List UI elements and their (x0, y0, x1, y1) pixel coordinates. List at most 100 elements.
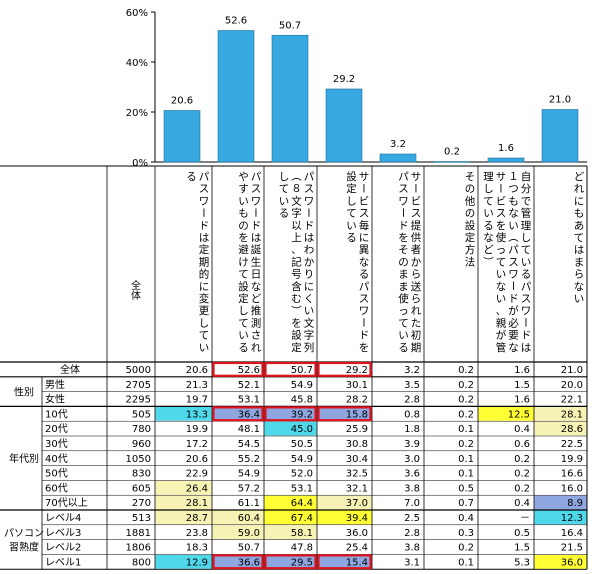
cell-value: 61.1 (238, 498, 260, 509)
cell-value: 5.3 (514, 557, 530, 568)
row-label: 70代以上 (45, 497, 88, 509)
category-header-char: も (508, 195, 519, 207)
category-header-char: ど (251, 293, 262, 305)
category-header-char: パ (521, 281, 532, 293)
category-header-char: な (251, 281, 262, 293)
category-header-char: ス (199, 183, 210, 195)
category-header-char: 、 (496, 305, 507, 317)
cell-value: 0.7 (458, 498, 474, 509)
category-header-char: １ (508, 171, 519, 183)
cell-value: 19.9 (561, 454, 583, 465)
cell-value: 36.4 (238, 409, 260, 420)
category-header-char: ス (304, 183, 315, 195)
cell-value: 0.2 (458, 439, 474, 450)
cell-value: 0.2 (514, 469, 530, 480)
cell-value: 20.6 (186, 454, 208, 465)
category-header-char: 設 (465, 219, 476, 232)
category-header-char: い (483, 208, 494, 220)
highlight-box (212, 361, 264, 377)
category-header-char: で (521, 195, 532, 207)
category-header-char: に (199, 281, 210, 293)
category-header-char: は (304, 232, 315, 244)
row-label: 10代 (45, 408, 68, 420)
category-header-char: ８ (291, 183, 302, 195)
category-header-char: 管 (496, 341, 507, 354)
cell-highlight (534, 495, 587, 510)
group-label-line: 年代別 (9, 452, 39, 465)
category-header-char: 設 (291, 329, 302, 342)
category-header-char: る (521, 269, 532, 281)
bar (541, 109, 579, 163)
category-header-char: 生 (251, 255, 262, 268)
category-header-char: ド (304, 220, 315, 232)
category-header-char: 親 (496, 316, 507, 329)
row-n: 605 (132, 483, 151, 494)
category-header-char: 要 (508, 330, 519, 342)
cell-value: 19.7 (186, 395, 208, 406)
highlight-box (264, 361, 317, 377)
cell-value: 59.0 (238, 528, 260, 539)
cell-value: 3.0 (404, 454, 420, 465)
category-header-char: し (279, 171, 290, 183)
category-header-char: 期 (199, 256, 210, 268)
cell-highlight (534, 510, 587, 525)
category-header-char: し (346, 195, 357, 207)
category-header-char: い (279, 195, 290, 207)
category-header-char: パ (251, 171, 262, 183)
cell-value: 0.2 (458, 380, 474, 391)
category-header-char: 日 (251, 269, 262, 281)
y-tick-label: 0% (132, 158, 148, 169)
cell-highlight (212, 406, 264, 421)
y-tick-label: 40% (126, 58, 148, 69)
category-header-char: 定 (238, 292, 249, 305)
group-label-line: パソコン (4, 528, 44, 540)
category-header-char: む (291, 293, 302, 305)
category-header-char: の (238, 220, 249, 232)
cell-value: 0.1 (458, 469, 474, 480)
cell-value: 30.4 (346, 454, 368, 465)
cell-value: 26.4 (186, 483, 208, 494)
bar-value-label: 52.6 (225, 16, 247, 27)
category-header-char: 更 (199, 305, 210, 317)
category-header-char: ス (251, 183, 262, 195)
category-header-char: な (508, 342, 519, 354)
category-header-char: 測 (251, 316, 262, 329)
bar (325, 88, 363, 163)
category-header-char: さ (251, 330, 262, 342)
cell-highlight (155, 510, 212, 525)
cell-value: 36.6 (238, 557, 260, 568)
category-header-char: 避 (238, 243, 249, 256)
category-header-char: サ (496, 171, 507, 183)
highlight-box (264, 554, 317, 570)
cell-value: 54.5 (238, 439, 260, 450)
category-header-char: い (346, 220, 357, 232)
cell-value: 1.6 (514, 395, 530, 406)
category-header-char: し (238, 305, 249, 317)
category-header-char: は (251, 232, 262, 244)
cell-value: 2.5 (404, 513, 420, 524)
category-header-char: 定 (346, 182, 357, 195)
category-header-char: に (574, 195, 585, 207)
row-label: 全体 (60, 363, 80, 376)
row-label: 50代 (45, 468, 68, 480)
category-header-char: 理 (483, 171, 494, 183)
cell-value: 67.4 (291, 513, 313, 524)
row-n: 1806 (126, 543, 151, 554)
cell-value: 53.1 (238, 395, 260, 406)
category-header-char: い (508, 220, 519, 232)
category-header-char: 含 (291, 280, 302, 293)
category-header-char: わ (304, 244, 315, 256)
category-header-char: を (359, 342, 370, 354)
cell-value: 15.8 (346, 409, 368, 420)
category-header-char: ビ (359, 195, 370, 207)
category-header-char: て (496, 256, 507, 268)
category-header-char: 推 (251, 304, 262, 317)
cell-highlight (264, 554, 317, 569)
category-header-char: 提 (411, 220, 422, 232)
cell-highlight (212, 554, 264, 569)
category-header-char: パ (304, 171, 315, 183)
bar (163, 110, 201, 163)
category-header-char: ワ (251, 195, 262, 207)
category-header-char: る (359, 269, 370, 281)
cell-value: 28.2 (346, 395, 368, 406)
